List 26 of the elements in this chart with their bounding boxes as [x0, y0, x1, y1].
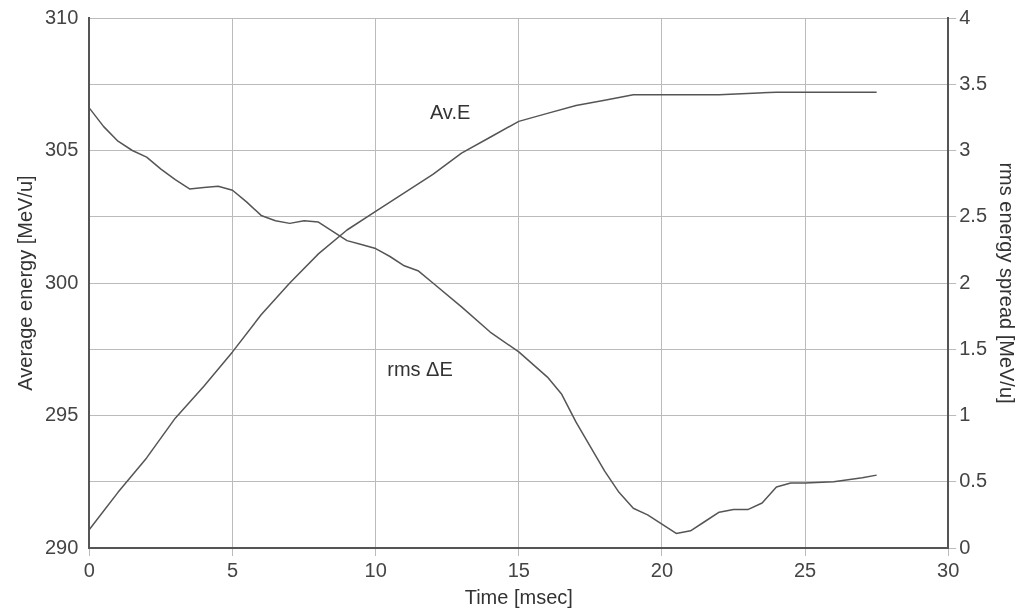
- x-tick-label: 15: [507, 558, 530, 581]
- y2-tick-label: 0: [959, 535, 971, 558]
- y-tick-label: 310: [44, 5, 79, 28]
- y2-tick-label: 3.5: [959, 71, 988, 94]
- x-tick-label: 10: [364, 558, 387, 581]
- y-tick-label: 305: [44, 138, 79, 161]
- y2-tick-label: 2.5: [959, 204, 988, 227]
- y-tick-label: 300: [44, 270, 79, 293]
- y-axis-title: Average energy [MeV/u]: [13, 175, 36, 391]
- x-tick-label: 25: [793, 558, 817, 581]
- y2-axis-title: rms energy spread [MeV/u]: [996, 162, 1019, 404]
- x-tick-label: 0: [83, 558, 95, 581]
- y2-tick-label: 3: [959, 138, 971, 161]
- y2-tick-label: 1: [959, 403, 971, 426]
- y-tick-label: 295: [44, 403, 79, 426]
- x-tick-label: 5: [226, 558, 239, 581]
- y2-tick-label: 2: [959, 270, 971, 293]
- annotation: Av.E: [429, 100, 471, 123]
- y-tick-label: 290: [44, 535, 79, 558]
- x-tick-label: 20: [650, 558, 674, 581]
- x-axis-title: Time [msec]: [464, 585, 573, 608]
- y2-tick-label: 1.5: [959, 336, 988, 359]
- y2-tick-label: 0.5: [959, 469, 988, 492]
- y2-tick-label: 4: [959, 5, 971, 28]
- annotation: rms ΔE: [387, 357, 453, 380]
- x-tick-label: 30: [937, 558, 960, 581]
